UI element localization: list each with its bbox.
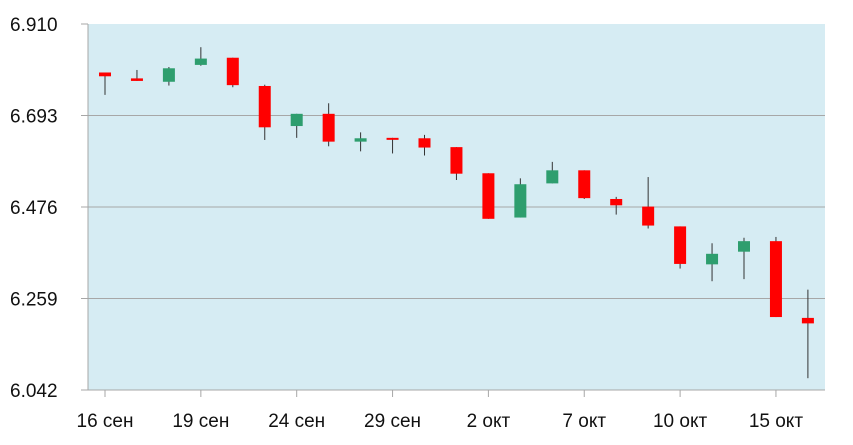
candle-body-down <box>99 72 111 77</box>
candle <box>642 177 655 229</box>
y-tick-label: 6.259 <box>10 290 58 311</box>
candle <box>801 289 814 379</box>
candle <box>450 147 463 181</box>
y-tick-label: 6.476 <box>10 198 58 219</box>
candle <box>546 161 559 184</box>
candle-body-down <box>610 198 623 206</box>
y-tick-label: 6.910 <box>10 15 58 36</box>
candle-body-up <box>162 68 175 82</box>
candle <box>706 243 719 282</box>
x-tick-label: 19 сен <box>172 411 229 432</box>
x-tick-label: 2 окт <box>467 411 511 432</box>
candle <box>258 84 271 140</box>
candle <box>130 69 143 81</box>
x-tick-label: 24 сен <box>268 411 325 432</box>
candle <box>674 226 687 269</box>
candle-body-up <box>738 241 750 252</box>
candle <box>578 170 591 199</box>
candle-body-down <box>418 138 431 148</box>
candle <box>162 67 175 86</box>
candle-body-up <box>290 113 303 127</box>
candle <box>514 178 527 218</box>
candle <box>322 103 335 147</box>
candle-body-down <box>450 147 463 174</box>
x-tick-label: 15 окт <box>749 411 804 432</box>
x-axis: 16 сен 19 сен 24 сен 29 сен 2 окт 7 окт 10 окт… <box>77 389 825 432</box>
candle-body-down <box>674 226 687 264</box>
candle-body-down <box>642 206 655 226</box>
candle-body-down <box>769 241 782 318</box>
candle-body-up <box>194 58 207 65</box>
candle-body-up <box>354 138 367 142</box>
candle-body-down <box>482 173 495 219</box>
candle-body-down <box>322 113 335 142</box>
candle-body-down <box>386 137 399 140</box>
candle-body-down <box>258 85 271 128</box>
candle-body-down <box>801 317 814 324</box>
candle <box>482 173 495 219</box>
candle-body-up <box>706 253 719 265</box>
candle <box>290 113 303 138</box>
candle <box>194 47 207 66</box>
x-tick-label: 29 сен <box>364 411 421 432</box>
y-tick-label: 6.693 <box>10 107 58 128</box>
candle <box>610 196 623 215</box>
candle <box>769 236 782 318</box>
candle-body-down <box>130 78 143 81</box>
x-tick-label: 16 сен <box>77 411 134 432</box>
gridlines <box>88 115 825 299</box>
x-tick-label: 7 окт <box>562 411 606 432</box>
y-tick-label: 6.042 <box>10 381 58 402</box>
candle-body-down <box>226 57 239 86</box>
candle <box>386 137 399 154</box>
candle <box>418 134 431 156</box>
candle-body-down <box>578 170 591 199</box>
candle <box>738 237 750 280</box>
candle-body-up <box>546 170 559 184</box>
candle-body-up <box>514 184 527 218</box>
candle <box>354 132 367 152</box>
candle <box>99 72 111 95</box>
y-axis: 6.910 6.693 6.476 6.259 6.042 <box>10 15 89 402</box>
candle <box>226 57 239 88</box>
x-tick-label: 10 окт <box>653 411 708 432</box>
candles <box>99 47 814 379</box>
